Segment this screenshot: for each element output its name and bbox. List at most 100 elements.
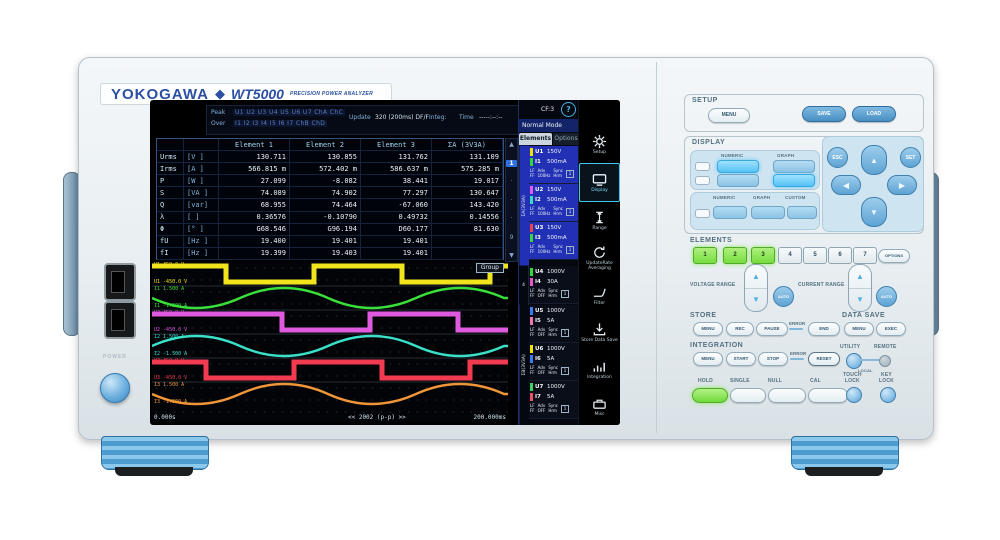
page-dot: ·: [510, 196, 513, 204]
key-lock-button[interactable]: [880, 387, 896, 403]
sync-box: 1: [566, 170, 574, 178]
element-config-3[interactable]: U3 150V I3 500mA LF FF Adv 100Hz Sync Hrm 1: [529, 222, 579, 260]
save-button[interactable]: SAVE: [802, 106, 846, 122]
reset-button[interactable]: RESET: [808, 352, 840, 366]
page-last[interactable]: 9: [509, 233, 514, 241]
set-button[interactable]: SET: [900, 147, 921, 168]
pause-button[interactable]: PAUSE: [756, 322, 788, 336]
touch-lock-button[interactable]: [846, 387, 862, 403]
element-button-5[interactable]: 5: [803, 247, 827, 264]
graph-button-row2[interactable]: [773, 174, 815, 187]
usb-port-2[interactable]: [104, 301, 136, 339]
voltage-up-icon[interactable]: ▲: [745, 265, 767, 289]
time-start: 0.000s: [154, 414, 176, 421]
voltage-down-icon[interactable]: ▼: [752, 295, 760, 305]
trace-label: U2 -450.0 V: [154, 327, 188, 333]
usb-port-1[interactable]: [104, 263, 136, 301]
load-button[interactable]: LOAD: [852, 106, 896, 122]
element-button-2[interactable]: 2: [723, 247, 747, 264]
element-config-4[interactable]: U4 1000V I4 30A LF FF Adv OFF Sync Hrm 1: [529, 265, 579, 304]
cell: [A ]: [184, 163, 219, 176]
custom-button[interactable]: [787, 206, 817, 219]
menu-filter[interactable]: Filter: [579, 277, 620, 314]
menu-display[interactable]: Display: [579, 163, 620, 203]
page-current[interactable]: 1: [506, 159, 517, 167]
voltage-range-rocker[interactable]: ▲ ▼: [744, 264, 768, 312]
display-screen[interactable]: Peak U1 U2 U3 U4 U5 U6 U7 ChA ChC Over I…: [150, 100, 620, 425]
end-button[interactable]: END: [808, 322, 840, 336]
element-button-6[interactable]: 6: [828, 247, 852, 264]
numeric-button-row2[interactable]: [717, 174, 759, 187]
cal-button[interactable]: [808, 388, 848, 403]
start-button[interactable]: START: [726, 352, 756, 366]
integration-menu-button[interactable]: MENU: [693, 352, 723, 366]
element-button-3[interactable]: 3: [751, 247, 775, 264]
cell: [432, 235, 503, 248]
utility-button[interactable]: [846, 353, 862, 369]
u-channel: U6: [535, 346, 544, 353]
numeric-button-2[interactable]: [713, 206, 747, 219]
cell: [Hz ]: [184, 247, 219, 260]
waveform-area[interactable]: U1 450.0 V U1 -450.0 V I1 1.500 A I1 -1.…: [152, 262, 508, 422]
single-button[interactable]: [730, 388, 766, 403]
numeric-label: NUMERIC: [721, 153, 744, 158]
element-button-4[interactable]: 4: [778, 247, 802, 264]
stop-button[interactable]: STOP: [758, 352, 788, 366]
graph-button-row1[interactable]: [773, 160, 815, 173]
menu-store[interactable]: Store Data Save: [579, 314, 620, 351]
element-button-7[interactable]: 7: [853, 247, 877, 264]
cell: [ ]: [184, 211, 219, 224]
hold-button[interactable]: [692, 388, 728, 403]
exec-button[interactable]: EXEC: [876, 322, 906, 336]
menu-setup[interactable]: Setup: [579, 126, 620, 163]
current-range-rocker[interactable]: ▲ ▼: [848, 264, 872, 312]
tab-options[interactable]: Options: [553, 133, 579, 145]
numeric-label: NUMERIC: [713, 195, 736, 200]
data-save-menu-button[interactable]: MENU: [844, 322, 874, 336]
waveform-plot: [152, 263, 508, 406]
help-icon[interactable]: ?: [561, 102, 576, 117]
page-up-icon[interactable]: ▲: [509, 141, 514, 148]
menu-range[interactable]: Range: [579, 202, 620, 239]
trace-label: I3 -1.500 A: [154, 399, 188, 405]
options-button[interactable]: OPTIONS: [878, 249, 910, 263]
menu-update-rate[interactable]: UpdateRate Averaging: [579, 239, 620, 276]
menu-integration[interactable]: Integration: [579, 351, 620, 388]
current-auto-button[interactable]: AUTO: [876, 286, 897, 307]
nav-down-button[interactable]: ▼: [861, 197, 887, 227]
page-down-icon[interactable]: ▼: [509, 252, 514, 259]
null-button[interactable]: [768, 388, 806, 403]
element-config-7[interactable]: U7 1000V I7 5A LF FF Adv OFF Sync Hrm 1: [529, 381, 579, 420]
sync-box: 1: [561, 405, 569, 414]
rec-button[interactable]: REC: [726, 322, 754, 336]
power-button[interactable]: [100, 373, 130, 403]
numeric-button-row1[interactable]: [717, 160, 759, 173]
setup-menu-button[interactable]: MENU: [708, 108, 750, 123]
store-menu-button[interactable]: MENU: [693, 322, 723, 336]
current-up-icon[interactable]: ▲: [849, 265, 871, 289]
key-lock-label: KEY LOCK: [879, 372, 894, 384]
graph-button-2[interactable]: [751, 206, 785, 219]
update-rate-icon: [594, 246, 605, 258]
col-header: Element 2: [290, 139, 361, 152]
u-range: 1000V: [547, 346, 565, 353]
voltage-auto-button[interactable]: AUTO: [773, 286, 794, 307]
cell: 19.401: [290, 235, 361, 248]
trace-i2: [152, 334, 508, 358]
element-config-6[interactable]: U6 1000V I6 5A LF FF Adv OFF Sync Hrm 1: [529, 343, 579, 382]
element-config-2[interactable]: U2 150V I2 500mA LF FF Adv 100Hz Sync Hrm 1: [529, 184, 579, 222]
group-label[interactable]: Group: [475, 263, 504, 273]
element-button-1[interactable]: 1: [693, 247, 717, 264]
tab-elements[interactable]: Elements: [519, 133, 552, 145]
setup-section: [684, 94, 924, 132]
element-config-1[interactable]: U1 150V I1 500mA LF FF Adv 100Hz Sync Hrm 1: [529, 146, 579, 184]
nav-right-button[interactable]: ▶: [887, 175, 917, 195]
current-down-icon[interactable]: ▼: [856, 295, 864, 305]
nav-up-button[interactable]: ▲: [861, 145, 887, 175]
menu-misc[interactable]: Misc: [579, 388, 620, 425]
store-icon: [593, 323, 606, 335]
esc-button[interactable]: ESC: [827, 147, 848, 168]
nav-left-button[interactable]: ◀: [831, 175, 861, 195]
sync-box: 1: [561, 289, 569, 298]
element-config-5[interactable]: U5 1000V I5 5A LF FF Adv OFF Sync Hrm 1: [529, 305, 579, 344]
